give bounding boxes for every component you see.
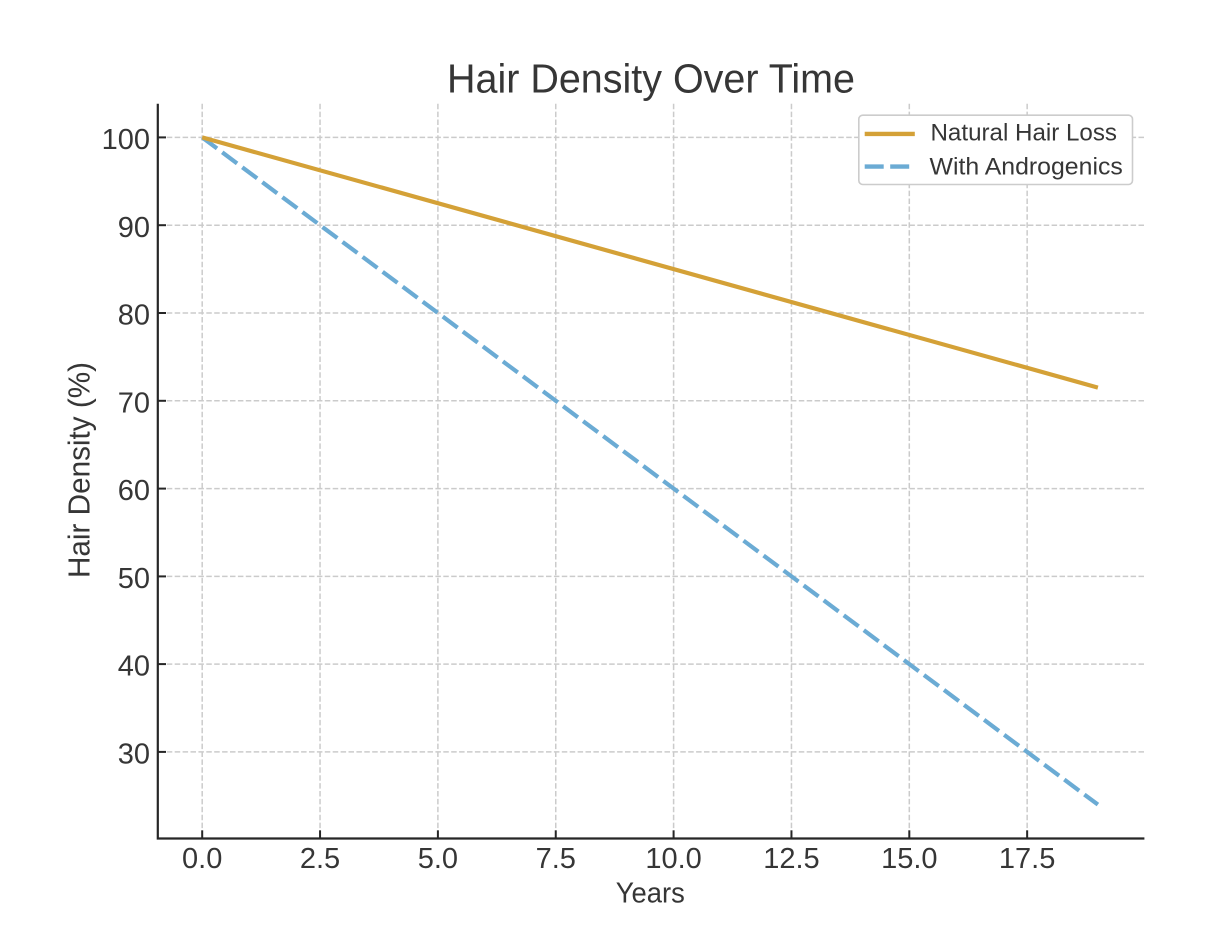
svg-text:17.5: 17.5	[999, 843, 1055, 875]
svg-text:Hair Density (%): Hair Density (%)	[61, 362, 96, 578]
svg-text:Hair Density Over Time: Hair Density Over Time	[447, 55, 855, 101]
svg-text:100: 100	[102, 124, 150, 156]
svg-text:50: 50	[118, 563, 150, 595]
svg-text:90: 90	[118, 212, 150, 244]
svg-text:10.0: 10.0	[645, 843, 701, 875]
svg-text:Natural Hair Loss: Natural Hair Loss	[931, 120, 1118, 147]
svg-text:7.5: 7.5	[536, 843, 576, 875]
svg-text:60: 60	[118, 475, 150, 507]
svg-text:70: 70	[118, 387, 150, 419]
svg-text:30: 30	[118, 739, 150, 771]
svg-text:Years: Years	[616, 878, 685, 910]
svg-text:80: 80	[118, 300, 150, 332]
svg-text:With Androgenics: With Androgenics	[930, 154, 1123, 181]
svg-text:12.5: 12.5	[763, 843, 819, 875]
svg-text:5.0: 5.0	[418, 843, 458, 875]
svg-text:15.0: 15.0	[881, 843, 937, 875]
svg-text:0.0: 0.0	[182, 843, 222, 875]
svg-text:2.5: 2.5	[300, 843, 340, 875]
svg-text:40: 40	[118, 651, 150, 683]
